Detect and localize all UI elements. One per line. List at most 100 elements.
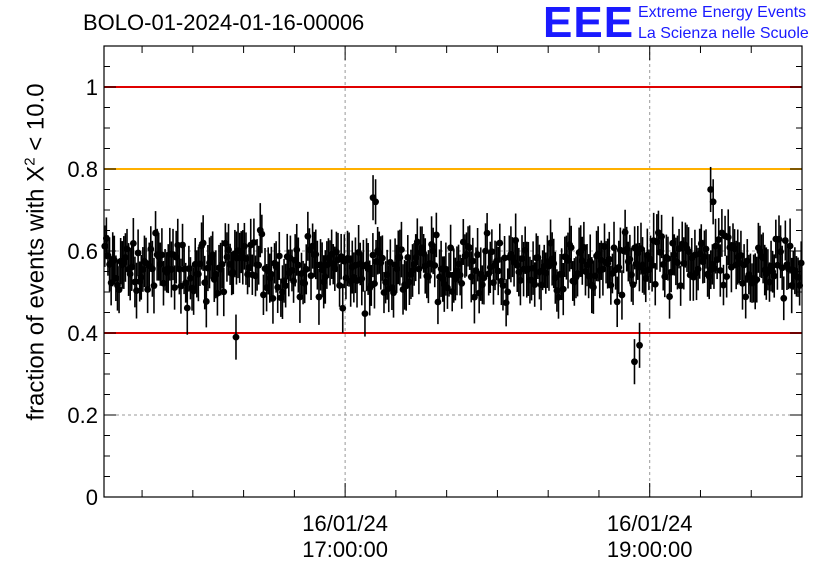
data-point — [209, 251, 217, 259]
data-point — [707, 186, 715, 193]
data-point — [742, 293, 750, 301]
data-point — [199, 239, 207, 247]
data-point — [702, 245, 710, 253]
data-point — [631, 358, 638, 366]
x-tick-label-date: 16/01/24 — [302, 511, 388, 536]
data-point — [258, 230, 266, 238]
data-point — [307, 272, 315, 280]
logo-text-line2: La Scienza nelle Scuole — [638, 25, 809, 42]
data-point — [129, 239, 137, 247]
data-point — [202, 298, 210, 305]
data-point — [274, 283, 282, 291]
logo-mark: EEE — [543, 0, 635, 47]
data-point — [296, 293, 304, 301]
data-point — [171, 284, 178, 291]
data-point — [618, 291, 626, 299]
data-point — [797, 259, 805, 267]
data-point — [780, 294, 788, 302]
data-point — [651, 280, 659, 288]
y-tick-label: 0.6 — [67, 239, 98, 264]
data-point — [218, 260, 226, 268]
data-point — [629, 281, 637, 289]
data-point — [369, 251, 377, 259]
data-point — [636, 341, 643, 349]
data-point — [458, 279, 466, 287]
data-point — [567, 244, 575, 251]
data-point — [302, 265, 310, 273]
data-point — [667, 268, 675, 276]
eee-logo: EEE Extreme Energy Events La Scienza nel… — [543, 0, 833, 47]
data-point — [413, 238, 421, 246]
logo-text-line1: Extreme Energy Events — [638, 4, 807, 21]
data-point — [709, 198, 717, 206]
y-axis-label-suffix: < 10.0 — [22, 83, 50, 158]
data-point — [664, 255, 672, 263]
data-point — [677, 282, 685, 290]
data-point — [555, 293, 562, 301]
data-point — [658, 233, 666, 240]
data-point — [183, 304, 191, 312]
data-point — [469, 257, 477, 265]
data-point — [220, 288, 228, 296]
y-tick-label: 0.8 — [67, 157, 98, 182]
x-tick-label-time: 17:00:00 — [302, 537, 388, 562]
y-tick-label: 1 — [86, 75, 98, 100]
y-axis-label-prefix: fraction of events with Χ — [22, 165, 50, 421]
data-point — [255, 261, 263, 269]
data-point — [447, 244, 455, 252]
y-tick-label: 0.2 — [67, 403, 98, 428]
data-point — [778, 264, 786, 272]
data-point — [716, 267, 724, 274]
data-point — [613, 298, 621, 306]
data-point — [483, 229, 491, 237]
data-point — [250, 239, 258, 246]
data-point — [753, 276, 761, 284]
y-axis-label: fraction of events with Χ2 < 10.0 — [22, 83, 51, 420]
data-point — [336, 282, 343, 289]
x-tick-label-time: 19:00:00 — [607, 537, 693, 562]
data-point — [720, 281, 727, 289]
data-point — [260, 291, 267, 299]
data-point — [339, 304, 347, 312]
data-point — [666, 293, 673, 300]
data-point — [214, 289, 221, 297]
data-point — [466, 244, 474, 252]
x-tick-label-date: 16/01/24 — [607, 511, 693, 536]
data-point — [361, 310, 369, 318]
data-point — [770, 272, 778, 280]
data-point — [494, 267, 502, 275]
data-point — [294, 261, 302, 269]
data-point — [715, 236, 723, 243]
data-point — [531, 281, 539, 288]
data-point — [404, 254, 412, 261]
data-point — [282, 282, 290, 290]
chart-title: BOLO-01-2024-01-16-00006 — [83, 10, 365, 35]
data-point — [605, 255, 613, 263]
data-point — [496, 239, 504, 247]
data-point — [488, 248, 496, 256]
data-point — [369, 194, 377, 202]
data-point — [158, 251, 166, 259]
y-axis-label-superscript: 2 — [21, 157, 39, 166]
data-point — [610, 244, 618, 252]
data-point — [115, 286, 123, 294]
y-tick-label: 0 — [86, 485, 98, 510]
data-point — [134, 249, 142, 257]
data-point — [504, 288, 512, 296]
data-point — [398, 246, 405, 253]
data-point — [133, 287, 140, 295]
data-point — [474, 251, 481, 259]
data-point — [723, 273, 731, 280]
data-point — [471, 293, 478, 301]
data-point — [379, 254, 386, 262]
y-tick-label: 0.4 — [67, 321, 98, 346]
data-point — [315, 293, 323, 301]
data-point — [786, 242, 794, 250]
data-point — [275, 252, 283, 260]
data-point — [432, 231, 440, 239]
data-point — [232, 333, 240, 341]
data-point — [499, 282, 507, 289]
data-point — [431, 262, 439, 269]
data-series — [101, 166, 805, 385]
